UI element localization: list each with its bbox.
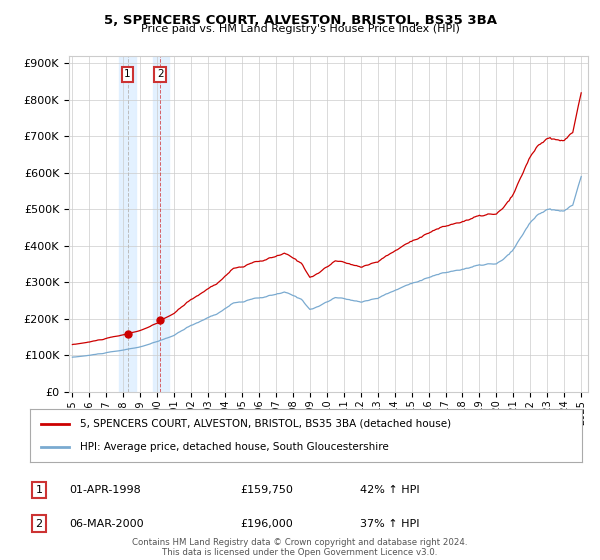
Text: Contains HM Land Registry data © Crown copyright and database right 2024.
This d: Contains HM Land Registry data © Crown c… — [132, 538, 468, 557]
Text: 2: 2 — [35, 519, 43, 529]
Text: £159,750: £159,750 — [240, 485, 293, 495]
Text: 1: 1 — [35, 485, 43, 495]
Text: 1: 1 — [124, 69, 131, 80]
Text: Price paid vs. HM Land Registry's House Price Index (HPI): Price paid vs. HM Land Registry's House … — [140, 24, 460, 34]
Text: 06-MAR-2000: 06-MAR-2000 — [69, 519, 143, 529]
Bar — [153, 56, 169, 392]
Text: £196,000: £196,000 — [240, 519, 293, 529]
Text: 37% ↑ HPI: 37% ↑ HPI — [360, 519, 419, 529]
Text: 01-APR-1998: 01-APR-1998 — [69, 485, 141, 495]
Text: 5, SPENCERS COURT, ALVESTON, BRISTOL, BS35 3BA (detached house): 5, SPENCERS COURT, ALVESTON, BRISTOL, BS… — [80, 419, 451, 429]
Text: 2: 2 — [157, 69, 163, 80]
Text: 42% ↑ HPI: 42% ↑ HPI — [360, 485, 419, 495]
Bar — [119, 56, 136, 392]
Text: 5, SPENCERS COURT, ALVESTON, BRISTOL, BS35 3BA: 5, SPENCERS COURT, ALVESTON, BRISTOL, BS… — [104, 14, 497, 27]
Text: HPI: Average price, detached house, South Gloucestershire: HPI: Average price, detached house, Sout… — [80, 442, 388, 452]
